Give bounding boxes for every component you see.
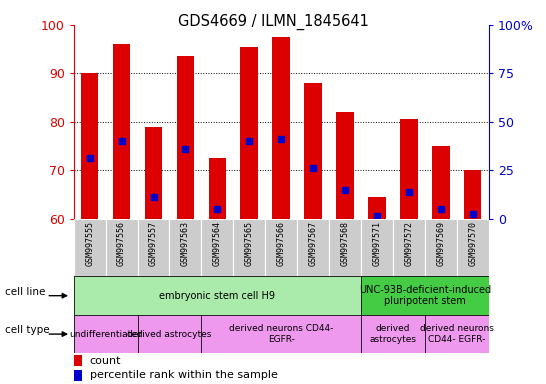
Text: derived neurons
CD44- EGFR-: derived neurons CD44- EGFR-	[420, 324, 494, 344]
Bar	[425, 219, 457, 276]
Bar	[361, 315, 425, 353]
Bar	[145, 127, 162, 219]
Text: GSM997556: GSM997556	[117, 220, 126, 266]
Bar	[169, 219, 201, 276]
Text: GSM997563: GSM997563	[181, 220, 190, 266]
Bar	[329, 219, 361, 276]
Text: GDS4669 / ILMN_1845641: GDS4669 / ILMN_1845641	[177, 13, 369, 30]
Text: embryonic stem cell H9: embryonic stem cell H9	[159, 291, 275, 301]
Bar	[177, 56, 194, 219]
Text: GSM997572: GSM997572	[405, 220, 413, 266]
Text: cell line: cell line	[5, 287, 46, 297]
Text: GSM997571: GSM997571	[372, 220, 382, 266]
Text: GSM997570: GSM997570	[468, 220, 477, 266]
Text: cell type: cell type	[5, 325, 50, 335]
Text: GSM997568: GSM997568	[341, 220, 349, 266]
Text: count: count	[90, 356, 121, 366]
Bar	[464, 170, 482, 219]
Bar	[74, 355, 82, 366]
Bar	[209, 158, 226, 219]
Text: GSM997569: GSM997569	[436, 220, 446, 266]
Bar	[457, 219, 489, 276]
Bar	[74, 276, 361, 315]
Bar	[74, 219, 105, 276]
Text: UNC-93B-deficient-induced
pluripotent stem: UNC-93B-deficient-induced pluripotent st…	[359, 285, 491, 306]
Bar	[201, 315, 361, 353]
Bar	[361, 276, 489, 315]
Bar	[138, 219, 169, 276]
Bar	[432, 146, 449, 219]
Text: percentile rank within the sample: percentile rank within the sample	[90, 370, 277, 380]
Text: GSM997557: GSM997557	[149, 220, 158, 266]
Bar	[233, 219, 265, 276]
Text: undifferentiated: undifferentiated	[69, 329, 143, 339]
Bar	[113, 44, 130, 219]
Bar	[105, 219, 138, 276]
Text: GSM997555: GSM997555	[85, 220, 94, 266]
Text: GSM997566: GSM997566	[277, 220, 286, 266]
Bar	[74, 370, 82, 381]
Text: derived astrocytes: derived astrocytes	[127, 329, 212, 339]
Text: GSM997565: GSM997565	[245, 220, 254, 266]
Bar	[400, 119, 418, 219]
Bar	[368, 197, 385, 219]
Bar	[272, 37, 290, 219]
Bar	[336, 112, 354, 219]
Bar	[425, 315, 489, 353]
Bar	[240, 47, 258, 219]
Bar	[74, 315, 138, 353]
Text: GSM997567: GSM997567	[308, 220, 318, 266]
Bar	[361, 219, 393, 276]
Bar	[138, 315, 201, 353]
Bar	[297, 219, 329, 276]
Bar	[81, 73, 98, 219]
Text: GSM997564: GSM997564	[213, 220, 222, 266]
Text: derived neurons CD44-
EGFR-: derived neurons CD44- EGFR-	[229, 324, 334, 344]
Bar	[265, 219, 297, 276]
Bar	[201, 219, 233, 276]
Text: derived
astrocytes: derived astrocytes	[370, 324, 417, 344]
Bar	[393, 219, 425, 276]
Bar	[304, 83, 322, 219]
